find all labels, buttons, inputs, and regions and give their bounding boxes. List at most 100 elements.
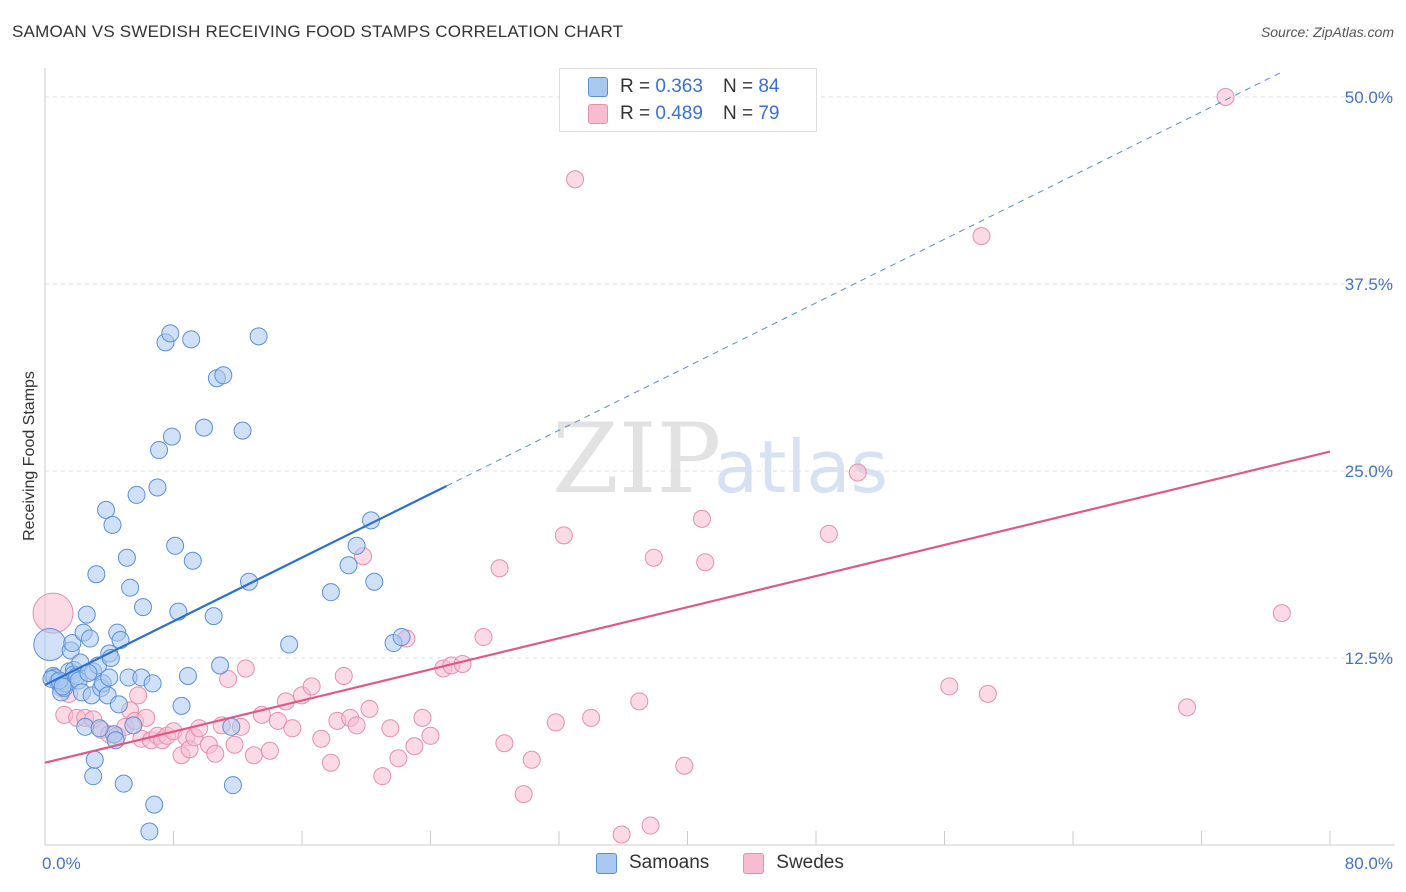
legend-row-samoans: R = 0.363 N = 84 bbox=[588, 75, 779, 99]
samoans-point-44 bbox=[127, 485, 146, 504]
bottom-legend-samoans: Samoans bbox=[596, 852, 709, 874]
swedes-point-32 bbox=[236, 659, 255, 678]
swedes-point-63 bbox=[522, 750, 541, 769]
swedes-point-50 bbox=[381, 719, 400, 738]
samoans-point-47 bbox=[140, 822, 159, 841]
samoans-point-30 bbox=[100, 668, 119, 687]
samoans-point-40 bbox=[117, 548, 136, 567]
samoans-point-50 bbox=[148, 478, 167, 497]
swedes-point-74 bbox=[696, 553, 715, 572]
swedes-point-66 bbox=[566, 170, 585, 189]
legend: R = 0.363 N = 84 R = 0.489 N = 79 bbox=[559, 68, 817, 132]
swedes-point-75 bbox=[819, 524, 838, 543]
samoans-point-61 bbox=[195, 418, 214, 437]
y-tick-label-0: 12.5% bbox=[1345, 649, 1393, 668]
samoans-point-64 bbox=[211, 656, 230, 675]
legend-swedes-r-label: R = bbox=[620, 103, 651, 124]
chart-title: SAMOAN VS SWEDISH RECEIVING FOOD STAMPS … bbox=[12, 22, 624, 41]
swedes-point-79 bbox=[978, 684, 997, 703]
samoans-point-62 bbox=[204, 607, 223, 626]
bottom-legend-swedes: Swedes bbox=[743, 852, 844, 874]
swedes-point-13 bbox=[129, 686, 148, 705]
swedes-point-70 bbox=[641, 816, 660, 835]
swedes-point-77 bbox=[940, 677, 959, 696]
swedes-point-27 bbox=[206, 744, 225, 763]
bottom-legend-swedes-label: Swedes bbox=[776, 852, 844, 873]
swedes-point-60 bbox=[490, 559, 509, 578]
samoans-point-54 bbox=[162, 427, 181, 446]
axes bbox=[44, 68, 1395, 846]
samoans-point-78 bbox=[392, 628, 411, 647]
samoans-point-49 bbox=[145, 795, 164, 814]
legend-samoans-r-value: 0.363 bbox=[655, 76, 703, 97]
swedes-point-53 bbox=[405, 737, 424, 756]
swedes-point-35 bbox=[260, 741, 279, 760]
samoans-point-0 bbox=[33, 628, 67, 662]
samoans-point-81 bbox=[53, 677, 72, 696]
swedes-point-42 bbox=[321, 753, 340, 772]
samoans-point-53 bbox=[161, 324, 180, 343]
swedes-point-0 bbox=[32, 592, 74, 634]
samoans-point-23 bbox=[85, 750, 104, 769]
y-tick-label-2: 37.5% bbox=[1345, 275, 1393, 294]
samoans-point-24 bbox=[87, 565, 106, 584]
swedes-point-81 bbox=[1216, 88, 1235, 106]
samoans-trend-line bbox=[44, 484, 448, 686]
samoans-point-51 bbox=[150, 441, 169, 460]
swedes-trend-line bbox=[44, 450, 1331, 764]
legend-swatch-swedes bbox=[588, 104, 608, 124]
samoans-trend-extension bbox=[446, 71, 1283, 487]
legend-swatch-samoans bbox=[588, 77, 608, 97]
swedes-point-33 bbox=[244, 746, 263, 765]
samoans-point-22 bbox=[84, 767, 103, 786]
swedes-point-44 bbox=[334, 666, 353, 685]
samoans-point-68 bbox=[233, 421, 252, 440]
samoans-point-57 bbox=[172, 696, 191, 715]
samoans-point-9 bbox=[63, 634, 82, 653]
swedes-point-69 bbox=[630, 692, 649, 711]
legend-swedes-r-value: 0.489 bbox=[655, 103, 703, 124]
samoans-point-42 bbox=[121, 578, 140, 597]
swedes-point-29 bbox=[219, 669, 238, 688]
swedes-point-72 bbox=[675, 756, 694, 775]
swedes-point-37 bbox=[276, 692, 295, 711]
swedes-point-76 bbox=[848, 463, 867, 482]
swedes-point-55 bbox=[421, 726, 440, 745]
bottom-legend-swatch-swedes bbox=[743, 852, 765, 874]
swedes-point-73 bbox=[692, 509, 711, 528]
samoans-point-58 bbox=[178, 666, 197, 685]
samoans-point-33 bbox=[103, 515, 122, 534]
swedes-point-68 bbox=[612, 825, 631, 844]
legend-samoans-n-label: N = bbox=[722, 76, 754, 97]
samoans-point-74 bbox=[347, 536, 366, 555]
swedes-point-40 bbox=[302, 677, 321, 696]
samoans-point-73 bbox=[339, 556, 358, 575]
swedes-point-36 bbox=[268, 711, 287, 730]
series-samoans-points bbox=[33, 324, 411, 841]
swedes-point-78 bbox=[972, 227, 991, 246]
bottom-legend-swatch-samoans bbox=[596, 852, 617, 874]
samoans-point-43 bbox=[124, 716, 143, 735]
swedes-point-80 bbox=[1178, 698, 1197, 717]
swedes-point-48 bbox=[360, 699, 379, 718]
samoans-point-65 bbox=[214, 366, 233, 385]
y-tick-label-3: 50.0% bbox=[1345, 88, 1393, 107]
legend-row-swedes: R = 0.489 N = 79 bbox=[588, 102, 779, 126]
samoans-point-55 bbox=[166, 536, 185, 555]
samoans-point-72 bbox=[321, 583, 340, 602]
samoans-point-37 bbox=[109, 695, 128, 714]
swedes-point-30 bbox=[225, 735, 244, 754]
swedes-point-61 bbox=[495, 734, 514, 753]
samoans-point-38 bbox=[111, 631, 130, 650]
x-tick-labels: 0.0% 80.0% bbox=[42, 854, 1393, 873]
samoans-point-18 bbox=[77, 605, 96, 624]
legend-samoans-r-label: R = bbox=[620, 76, 651, 97]
y-tick-label-1: 25.0% bbox=[1345, 462, 1393, 481]
samoans-point-46 bbox=[133, 598, 152, 617]
swedes-point-59 bbox=[474, 628, 493, 647]
swedes-point-25 bbox=[190, 719, 209, 738]
swedes-point-41 bbox=[312, 729, 331, 748]
swedes-point-82 bbox=[1272, 604, 1291, 623]
y-tick-labels: 12.5% 25.0% 37.5% 50.0% bbox=[1345, 88, 1393, 668]
